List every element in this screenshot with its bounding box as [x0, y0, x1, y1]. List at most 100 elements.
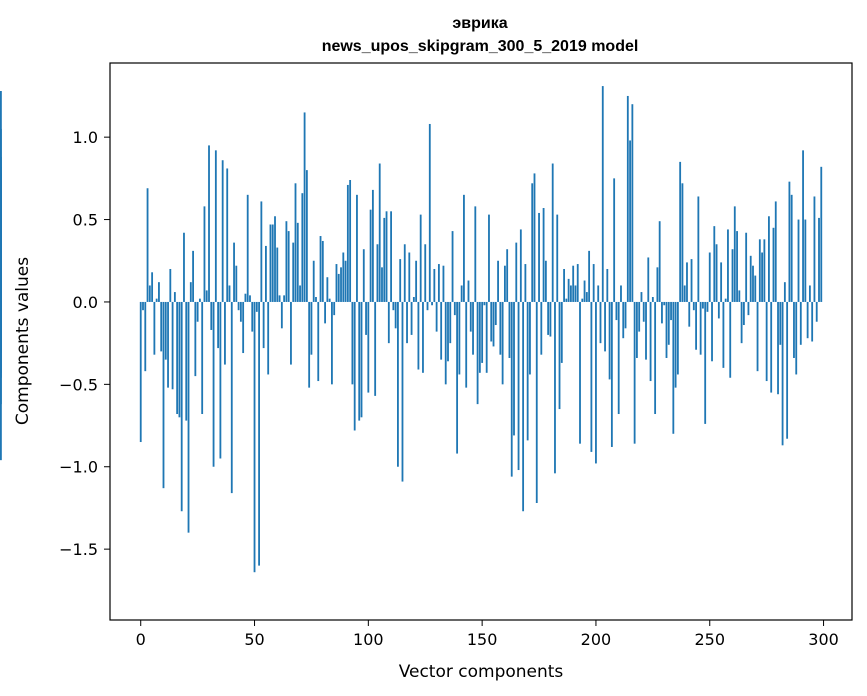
bar-19	[183, 232, 185, 302]
bar-207	[610, 301, 613, 447]
bar-62	[280, 301, 283, 329]
bar-282	[781, 301, 784, 446]
bar-49	[251, 301, 254, 332]
bar-133	[442, 265, 445, 302]
bar-285	[788, 181, 791, 302]
bar-4	[148, 285, 151, 302]
x-axis: 0 50 100 150 200 250 300	[136, 620, 839, 649]
bar-235	[674, 301, 677, 388]
bar-120	[412, 297, 415, 302]
bar-46	[244, 293, 247, 302]
bar-35	[219, 301, 222, 459]
bar-224	[649, 301, 652, 382]
bar-200	[595, 301, 597, 464]
y-tick-label: −1.0	[59, 458, 98, 477]
bar-153	[488, 214, 490, 302]
bar-130	[435, 301, 438, 332]
bar-299	[820, 166, 823, 302]
bar-61	[278, 295, 281, 302]
bar-196	[585, 292, 588, 302]
bar-45	[242, 301, 245, 354]
bar-268	[749, 255, 752, 302]
bar-82	[326, 277, 329, 302]
bar-151	[483, 301, 486, 306]
y-tick-label: −1.5	[59, 540, 98, 559]
bar-275	[765, 301, 768, 382]
bar-181	[551, 163, 554, 302]
bar-115	[401, 301, 404, 482]
bar-18	[180, 301, 183, 512]
bar-208	[613, 178, 616, 302]
bar-210	[617, 301, 620, 415]
bar-233	[670, 301, 672, 321]
bar-81	[324, 301, 326, 324]
bar-24	[194, 301, 197, 377]
bar-79	[319, 236, 322, 302]
bar-169	[524, 264, 527, 302]
bar-75	[310, 301, 313, 355]
bar-14	[171, 301, 174, 390]
bar-146	[472, 301, 474, 355]
bar-245	[697, 196, 700, 302]
bar-88	[340, 267, 342, 302]
y-tick-label: −0.5	[59, 375, 98, 394]
bar-198	[590, 301, 593, 452]
bar-231	[665, 301, 668, 358]
bar-30	[208, 145, 210, 302]
bar-287	[793, 301, 795, 358]
bar-177	[542, 208, 545, 302]
bar-69	[296, 222, 299, 302]
bar-119	[410, 301, 413, 335]
bar-9	[160, 301, 163, 352]
bar-94	[353, 301, 356, 431]
bar-205	[606, 268, 609, 302]
bar-225	[651, 297, 654, 302]
bar-156	[494, 301, 497, 326]
bar-251	[711, 301, 713, 362]
bar-180	[549, 301, 552, 337]
bar-222	[645, 301, 647, 360]
bar-76	[312, 260, 315, 302]
bar-149	[478, 301, 481, 373]
bar-276	[768, 216, 770, 302]
bar-215	[629, 140, 631, 302]
y-axis: −1.5 −1.0 −0.5 0.0 0.5 1.0	[59, 128, 110, 559]
bar-86	[335, 264, 338, 302]
bar-98	[362, 249, 365, 302]
bar-165	[515, 242, 518, 302]
bar-84	[331, 301, 333, 385]
bar-73	[305, 170, 308, 302]
bar-135	[447, 301, 449, 362]
bar-116	[403, 244, 406, 302]
bar-272	[758, 239, 761, 302]
bar-57	[269, 224, 272, 302]
bar-2	[144, 301, 147, 372]
bar-127	[428, 123, 431, 302]
bar-178	[544, 260, 547, 302]
bar-3	[146, 188, 149, 302]
bar-39	[228, 285, 231, 302]
bar-266	[745, 232, 748, 302]
bar-242	[690, 259, 693, 302]
y-axis-label: Components values	[13, 257, 33, 425]
bar-21	[187, 301, 190, 533]
bar-236	[676, 301, 679, 375]
bar-283	[783, 282, 786, 302]
bar-158	[499, 301, 502, 355]
bar-293	[806, 301, 809, 339]
bar-121	[415, 260, 418, 302]
bar-65	[287, 231, 290, 302]
bar-17	[178, 301, 181, 418]
bar-274	[763, 239, 766, 302]
bar-67	[292, 242, 295, 302]
bar-164	[513, 301, 515, 436]
bar-8	[158, 282, 160, 302]
bar-36	[221, 160, 224, 302]
bar-237	[679, 161, 682, 302]
bar-239	[683, 285, 686, 302]
bar-167	[519, 229, 522, 302]
bar-136	[449, 301, 452, 344]
bar-281	[779, 301, 782, 345]
bar-68	[294, 183, 297, 302]
bar-56	[267, 301, 270, 375]
